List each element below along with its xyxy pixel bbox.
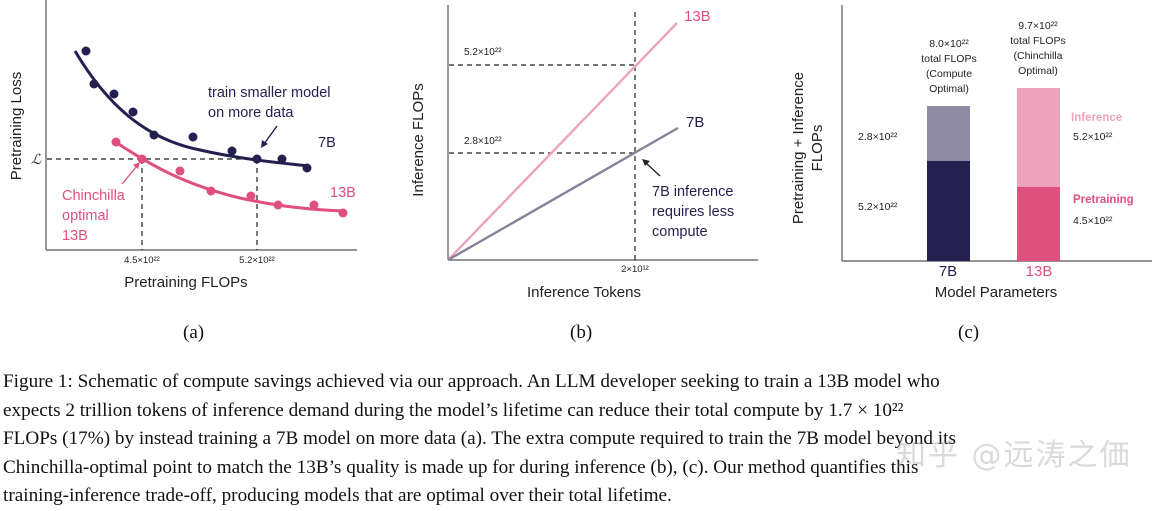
panel-c-ylabel-line1: Pretraining + Inference	[790, 72, 807, 224]
panel-b-ytick-52: 5.2×10²²	[464, 47, 502, 58]
panel-a-annotation-line1: train smaller model	[208, 85, 331, 101]
arrowhead-icon	[133, 162, 140, 169]
svg-text:8.0×10²²: 8.0×10²²	[929, 38, 969, 50]
figure-1: train smaller model on more data 7B 13B …	[8, 0, 1152, 301]
bar-7b-inference-value: 2.8×10²²	[858, 131, 898, 143]
caption-line: FLOPs (17%) by instead training a 7B mod…	[3, 428, 956, 450]
panel-a-xtick-52: 5.2×10²²	[239, 255, 275, 266]
svg-text:(Chinchilla: (Chinchilla	[1013, 50, 1062, 62]
panel-c-ylabel-line2: FLOPs	[809, 125, 826, 172]
panel-b-ytick-28: 2.8×10²²	[464, 136, 502, 147]
category-7b: 7B	[939, 263, 957, 280]
panel-b-annotation-line1: 7B inference	[652, 184, 733, 200]
caption-line: training-inference trade-off, producing …	[3, 485, 672, 507]
svg-text:total FLOPs: total FLOPs	[1010, 35, 1065, 47]
panel-a-7b-points	[81, 46, 312, 173]
bar-13b-inference	[1017, 88, 1060, 187]
panel-a-xtick-45: 4.5×10²²	[124, 255, 160, 266]
panel-a-pretraining-loss-chart: train smaller model on more data 7B 13B …	[8, 0, 357, 291]
panel-b-label-7b: 7B	[686, 114, 704, 131]
panel-a-loss-symbol: ℒ	[31, 152, 42, 168]
panel-b-xlabel: Inference Tokens	[527, 284, 641, 301]
svg-text:Optimal): Optimal)	[929, 83, 969, 95]
bar-13b-inference-value: 5.2×10²²	[1073, 131, 1113, 143]
bar-7b-pretraining	[927, 161, 970, 261]
panel-a-chinchilla-line1: Chinchilla	[62, 188, 126, 204]
panel-b-annotation-line3: compute	[652, 224, 708, 240]
bar-7b-pretraining-value: 5.2×10²²	[858, 201, 898, 213]
caption-line: Chinchilla-optimal point to match the 13…	[3, 456, 919, 478]
panel-a-chinchilla-line3: 13B	[62, 228, 88, 244]
panel-b-line-13b	[447, 22, 678, 261]
panel-label-a: (a)	[183, 322, 205, 343]
bar-13b-total-label: 9.7×10²² total FLOPs (Chinchilla Optimal…	[1010, 20, 1065, 77]
panel-b-label-13b: 13B	[684, 8, 711, 25]
panel-a-xlabel: Pretraining FLOPs	[124, 274, 247, 291]
panel-a-13b-points	[111, 137, 348, 218]
panel-b-annotation-line2: requires less	[652, 204, 734, 220]
bar-13b-pretraining-value: 4.5×10²²	[1073, 215, 1113, 227]
arrowhead-icon	[642, 159, 650, 166]
svg-text:Optimal): Optimal)	[1018, 65, 1058, 77]
panel-b-inference-flops-chart: 13B 7B 5.2×10²² 2.8×10²² 7B inference re…	[410, 5, 758, 301]
panel-b-ylabel: Inference FLOPs	[410, 83, 427, 196]
watermark: 知乎 @远涛之価	[896, 438, 1132, 473]
panel-a-arrow-7b	[263, 125, 278, 145]
caption-line: expects 2 trillion tokens of inference d…	[3, 399, 904, 421]
bar-7b-total-label: 8.0×10²² total FLOPs (Compute Optimal)	[921, 38, 976, 95]
bar-13b-pretraining	[1017, 187, 1060, 261]
panel-label-b: (b)	[570, 322, 593, 343]
panel-a-annotation-line2: on more data	[208, 105, 294, 121]
panel-a-ylabel: Pretraining Loss	[8, 72, 25, 180]
panel-a-label-7b: 7B	[318, 135, 336, 151]
figure-caption: Figure 1: Schematic of compute savings a…	[3, 368, 1172, 511]
svg-text:total FLOPs: total FLOPs	[921, 53, 976, 65]
panel-a-arrow-13b	[121, 165, 138, 185]
panel-a-chinchilla-line2: optimal	[62, 208, 109, 224]
panel-b-line-7b	[447, 126, 679, 262]
svg-text:9.7×10²²: 9.7×10²²	[1018, 20, 1058, 32]
category-13b: 13B	[1026, 263, 1053, 280]
legend-inference: Inference	[1071, 112, 1122, 124]
legend-pretraining: Pretraining	[1073, 194, 1134, 206]
svg-text:(Compute: (Compute	[926, 68, 972, 80]
panel-b-xtick: 2×10¹²	[621, 264, 649, 275]
bar-7b-inference	[927, 106, 970, 161]
arrowhead-icon	[261, 140, 268, 148]
panel-c-total-flops-bar-chart: 2.8×10²² 5.2×10²² Inference 5.2×10²² Pre…	[790, 5, 1152, 301]
panel-label-c: (c)	[958, 322, 980, 343]
panel-b-arrow	[645, 162, 661, 177]
panel-a-7b-fit-curve	[73, 50, 310, 168]
panel-a-label-13b: 13B	[330, 185, 356, 201]
caption-line: Figure 1: Schematic of compute savings a…	[3, 371, 940, 392]
panel-c-xlabel: Model Parameters	[935, 284, 1058, 301]
